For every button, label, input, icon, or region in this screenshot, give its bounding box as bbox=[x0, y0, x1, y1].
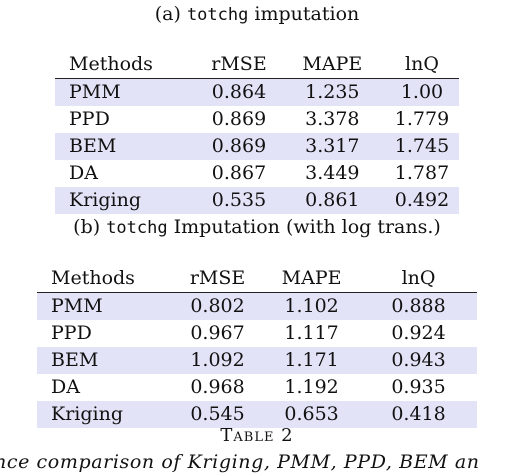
table-a-header-methods: Methods bbox=[69, 53, 153, 75]
table-row: DA 0.968 1.192 0.935 bbox=[37, 374, 477, 401]
lnq-cell: 1.779 bbox=[394, 108, 450, 130]
caption-b-suffix: Imputation (with log trans.) bbox=[167, 216, 441, 238]
method-cell: Kriging bbox=[69, 189, 141, 211]
lnq-cell: 1.745 bbox=[394, 135, 450, 157]
table-caption: nce comparison of Kriging, PMM, PPD, BEM… bbox=[0, 451, 480, 473]
mape-cell: 1.235 bbox=[305, 81, 360, 103]
table-b-header-lnq: lnQ bbox=[401, 267, 436, 289]
rmse-cell: 0.968 bbox=[190, 376, 245, 398]
caption-a-code: totchg bbox=[186, 5, 249, 25]
mape-cell: 0.653 bbox=[284, 403, 339, 425]
table-row: BEM 1.092 1.171 0.943 bbox=[37, 347, 477, 374]
caption-b-prefix: (b) bbox=[73, 216, 107, 238]
table-row: PMM 0.864 1.235 1.00 bbox=[55, 78, 459, 106]
mape-cell: 1.117 bbox=[284, 322, 339, 344]
lnq-cell: 0.943 bbox=[391, 349, 446, 371]
table-a-header-lnq: lnQ bbox=[405, 53, 439, 75]
lnq-cell: 1.00 bbox=[400, 81, 444, 103]
method-cell: PPD bbox=[51, 322, 92, 344]
rmse-cell: 0.869 bbox=[211, 108, 267, 130]
mape-cell: 1.171 bbox=[284, 349, 339, 371]
caption-b-code: totchg bbox=[106, 218, 168, 238]
table-row: PPD 0.967 1.117 0.924 bbox=[37, 320, 477, 347]
caption-b: (b) totchg Imputation (with log trans.) bbox=[0, 215, 514, 240]
rmse-cell: 0.802 bbox=[190, 295, 245, 317]
results-table-a: Methods rMSE MAPE lnQ PMM 0.864 1.235 1.… bbox=[55, 51, 459, 214]
table-row: Kriging 0.535 0.861 0.492 bbox=[55, 187, 459, 214]
mape-cell: 3.378 bbox=[305, 108, 360, 130]
caption-a: (a) totchg imputation bbox=[0, 2, 514, 27]
table-b-header-mape: MAPE bbox=[281, 267, 342, 289]
method-cell: BEM bbox=[69, 135, 117, 157]
rmse-cell: 0.869 bbox=[211, 135, 267, 157]
rmse-cell: 1.092 bbox=[190, 349, 245, 371]
table-b-header-methods: Methods bbox=[51, 267, 135, 289]
mape-cell: 1.192 bbox=[284, 376, 339, 398]
rmse-cell: 0.867 bbox=[211, 162, 267, 184]
rmse-cell: 0.864 bbox=[211, 81, 267, 103]
method-cell: DA bbox=[51, 376, 80, 398]
lnq-cell: 0.888 bbox=[391, 295, 446, 317]
mape-cell: 3.317 bbox=[305, 135, 360, 157]
table-b-header-rmse: rMSE bbox=[189, 267, 246, 289]
table-row: BEM 0.869 3.317 1.745 bbox=[55, 133, 459, 160]
table-row: PMM 0.802 1.102 0.888 bbox=[37, 292, 477, 320]
rmse-cell: 0.535 bbox=[211, 189, 267, 211]
table-row: PPD 0.869 3.378 1.779 bbox=[55, 106, 459, 133]
table-row: DA 0.867 3.449 1.787 bbox=[55, 160, 459, 187]
method-cell: PPD bbox=[69, 108, 110, 130]
method-cell: DA bbox=[69, 162, 98, 184]
lnq-cell: 1.787 bbox=[394, 162, 450, 184]
mape-cell: 0.861 bbox=[305, 189, 360, 211]
method-cell: Kriging bbox=[51, 403, 123, 425]
caption-a-prefix: (a) bbox=[154, 3, 187, 25]
caption-a-suffix: imputation bbox=[248, 3, 360, 25]
method-cell: PMM bbox=[69, 81, 121, 103]
lnq-cell: 0.418 bbox=[391, 403, 446, 425]
table-label: Table 2 bbox=[220, 425, 294, 446]
table-row: Kriging 0.545 0.653 0.418 bbox=[37, 401, 477, 428]
table-a-header-rmse: rMSE bbox=[211, 53, 267, 75]
table-a-header-mape: MAPE bbox=[302, 53, 363, 75]
mape-cell: 1.102 bbox=[284, 295, 339, 317]
rmse-cell: 0.545 bbox=[190, 403, 245, 425]
mape-cell: 3.449 bbox=[305, 162, 360, 184]
lnq-cell: 0.924 bbox=[391, 322, 446, 344]
results-table-b: Methods rMSE MAPE lnQ PMM 0.802 1.102 0.… bbox=[37, 265, 477, 428]
lnq-cell: 0.935 bbox=[391, 376, 446, 398]
lnq-cell: 0.492 bbox=[394, 189, 450, 211]
table-b-header-row: Methods rMSE MAPE lnQ bbox=[37, 265, 477, 293]
method-cell: BEM bbox=[51, 349, 99, 371]
rmse-cell: 0.967 bbox=[190, 322, 245, 344]
method-cell: PMM bbox=[51, 295, 103, 317]
table-a-header-row: Methods rMSE MAPE lnQ bbox=[55, 51, 459, 79]
